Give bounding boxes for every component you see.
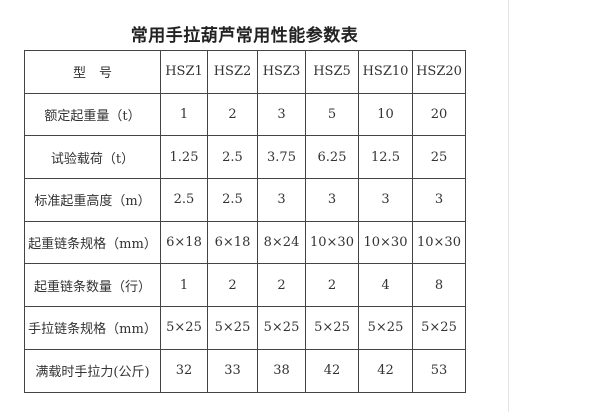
table-cell: 42 <box>305 348 359 393</box>
table-cell: 5×25 <box>358 306 413 350</box>
table-cell: 10×30 <box>305 220 359 265</box>
table-cell: 10×30 <box>358 220 413 265</box>
table-cell: 2.5 <box>207 135 258 180</box>
row-label: 起重链条数量（行） <box>24 263 161 308</box>
table-cell: 25 <box>412 135 466 180</box>
table-row: 标准起重高度（m） 2.5 2.5 3 3 3 3 <box>24 178 466 222</box>
model-header: HSZ3 <box>257 50 306 94</box>
table-cell: 1 <box>160 92 208 137</box>
table-cell: 10×30 <box>412 220 466 265</box>
table-row: 试验载荷（t） 1.25 2.5 3.75 6.25 12.5 25 <box>24 135 466 180</box>
model-header: HSZ1 <box>160 50 208 94</box>
table-row: 额定起重量（t） 1 2 3 5 10 20 <box>24 92 466 137</box>
row-label: 试验载荷（t） <box>24 135 161 180</box>
table-cell: 32 <box>160 348 208 393</box>
table-cell: 10 <box>358 92 413 137</box>
table-cell: 3 <box>257 178 306 222</box>
table-cell: 6.25 <box>305 135 359 180</box>
divider <box>508 0 509 412</box>
table-cell: 3 <box>412 178 466 222</box>
model-header: HSZ2 <box>207 50 258 94</box>
table-cell: 33 <box>207 348 258 393</box>
table-cell: 2.5 <box>160 178 208 222</box>
table-cell: 5×25 <box>412 306 466 350</box>
table-title: 常用手拉葫芦常用性能参数表 <box>130 26 359 46</box>
table-cell: 5×25 <box>257 306 306 350</box>
table-cell: 6×18 <box>160 220 208 265</box>
table-cell: 12.5 <box>358 135 413 180</box>
table-cell: 1 <box>160 263 208 308</box>
table-row: 手拉链条规格（mm） 5×25 5×25 5×25 5×25 5×25 5×25 <box>24 306 466 350</box>
table-cell: 5×25 <box>160 306 208 350</box>
row-label: 标准起重高度（m） <box>24 178 161 222</box>
table-cell: 3.75 <box>257 135 306 180</box>
table-cell: 3 <box>257 92 306 137</box>
table-cell: 5×25 <box>305 306 359 350</box>
header-label: 型 号 <box>24 50 161 94</box>
table-cell: 2 <box>305 263 359 308</box>
model-header: HSZ20 <box>412 50 466 94</box>
header-row: 型 号 HSZ1 HSZ2 HSZ3 HSZ5 HSZ10 HSZ20 <box>24 50 466 94</box>
table-row: 起重链条数量（行） 1 2 2 2 4 8 <box>24 263 466 308</box>
performance-table: 型 号 HSZ1 HSZ2 HSZ3 HSZ5 HSZ10 HSZ20 额定起重… <box>24 50 466 393</box>
table-cell: 5 <box>305 92 359 137</box>
table-cell: 4 <box>358 263 413 308</box>
table-cell: 2 <box>207 92 258 137</box>
model-header: HSZ5 <box>305 50 359 94</box>
table-cell: 5×25 <box>207 306 258 350</box>
row-label: 手拉链条规格（mm） <box>24 306 161 350</box>
table-row: 满载时手拉力(公斤) 32 33 38 42 42 53 <box>24 348 466 393</box>
table-cell: 38 <box>257 348 306 393</box>
model-header: HSZ10 <box>358 50 413 94</box>
table-cell: 3 <box>305 178 359 222</box>
table-cell: 6×18 <box>207 220 258 265</box>
table-cell: 8×24 <box>257 220 306 265</box>
table-cell: 20 <box>412 92 466 137</box>
table-cell: 2 <box>257 263 306 308</box>
table-row: 起重链条规格（mm） 6×18 6×18 8×24 10×30 10×30 10×30 <box>24 220 466 265</box>
row-label: 起重链条规格（mm） <box>24 220 161 265</box>
row-label: 额定起重量（t） <box>24 92 161 137</box>
table-cell: 2 <box>207 263 258 308</box>
row-label: 满载时手拉力(公斤) <box>24 348 161 393</box>
table-cell: 42 <box>358 348 413 393</box>
table-cell: 1.25 <box>160 135 208 180</box>
table-cell: 2.5 <box>207 178 258 222</box>
table-cell: 3 <box>358 178 413 222</box>
table-cell: 53 <box>412 348 466 393</box>
table-cell: 8 <box>412 263 466 308</box>
